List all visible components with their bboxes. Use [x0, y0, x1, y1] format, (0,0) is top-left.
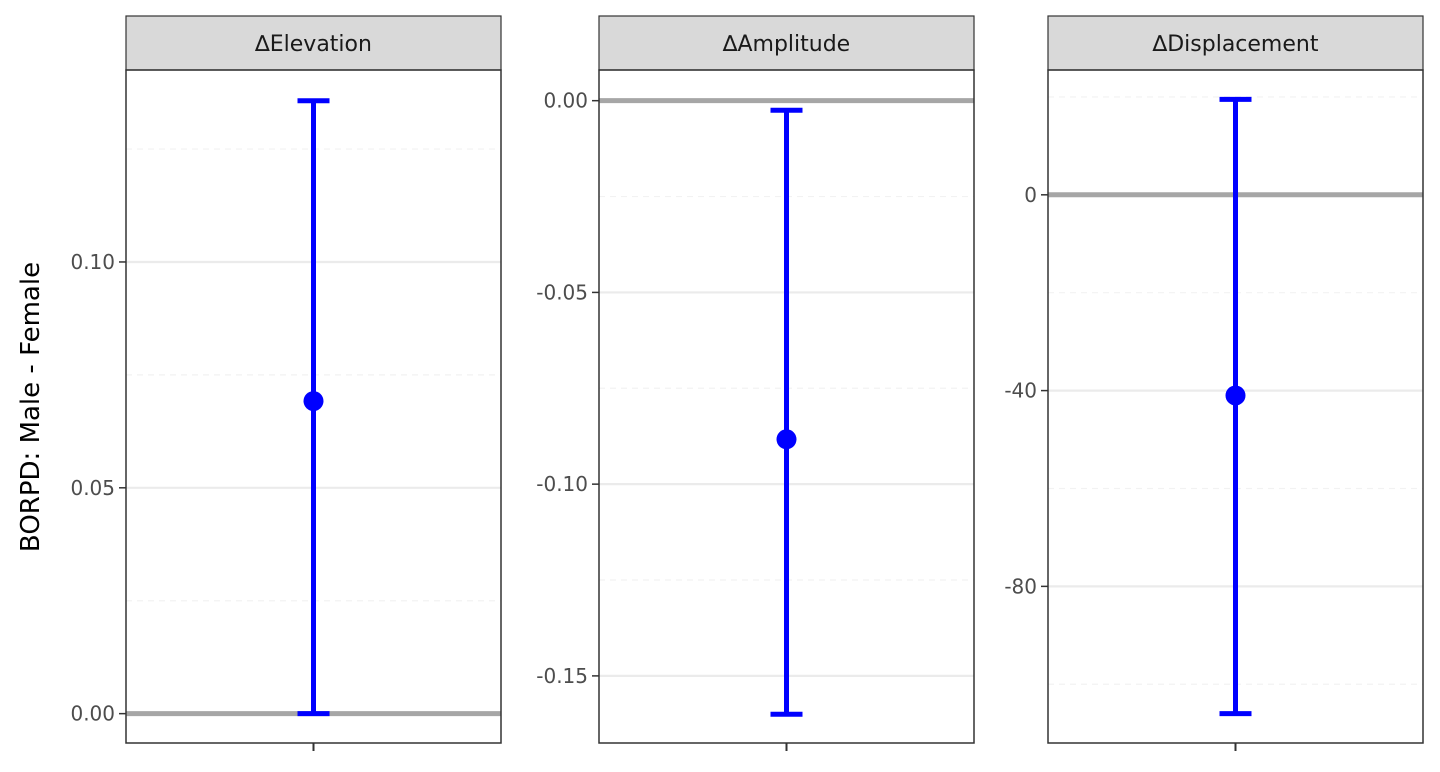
facet-strip	[1047, 15, 1424, 71]
facet-title: ∆Elevation	[254, 32, 372, 57]
y-tick-label: 0.00	[543, 89, 588, 113]
point-estimate	[303, 391, 324, 412]
y-tick-label: 0.00	[70, 702, 115, 726]
y-axis-title: BORPD: Male - Female	[16, 262, 46, 552]
y-tick-label: 0.10	[70, 250, 115, 274]
y-tick-label: -80	[1004, 574, 1037, 598]
y-tick-label: -40	[1004, 379, 1037, 403]
facet-panel-2: ∆Amplitude 0.00 -0.05 -0.10 -0.15	[536, 15, 975, 751]
facet-title: ∆Amplitude	[722, 32, 850, 57]
facet-panel-1: ∆Elevation 0.00 0.05 0.10	[70, 15, 502, 751]
y-tick-label: -0.10	[536, 472, 588, 496]
y-tick-label: 0	[1024, 183, 1037, 207]
facet-panel-3: ∆Displacement 0 -40 -80	[1004, 15, 1424, 751]
y-tick-label: -0.15	[536, 664, 588, 688]
facet-strip	[125, 15, 502, 71]
point-estimate	[776, 429, 797, 450]
facet-title: ∆Displacement	[1152, 32, 1319, 57]
y-tick-label: 0.05	[70, 476, 115, 500]
point-estimate	[1225, 385, 1246, 406]
y-tick-label: -0.05	[536, 280, 588, 304]
